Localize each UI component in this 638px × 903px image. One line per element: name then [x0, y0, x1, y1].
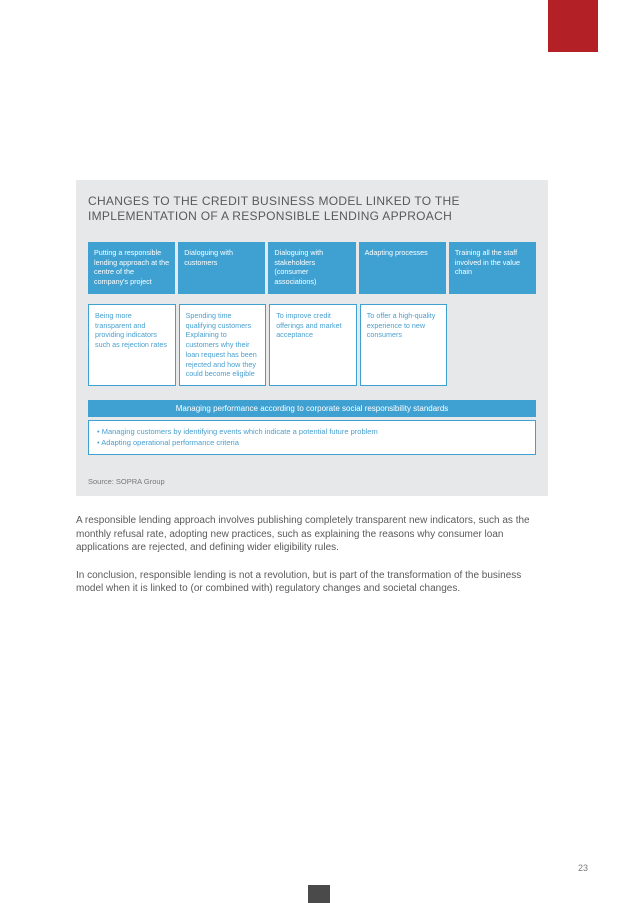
bullet-item: • Managing customers by identifying even… [97, 427, 527, 438]
infobox-title: CHANGES TO THE CREDIT BUSINESS MODEL LIN… [88, 194, 536, 224]
header-cell: Dialoguing with stakeholders (consumer a… [268, 242, 355, 294]
info-box: CHANGES TO THE CREDIT BUSINESS MODEL LIN… [76, 180, 548, 496]
sub-cell: To offer a high-quality experience to ne… [360, 304, 448, 386]
sub-cell: Spending time qualifying customers Expla… [179, 304, 267, 386]
bullet-item: • Adapting operational performance crite… [97, 438, 527, 449]
header-cell: Dialoguing with customers [178, 242, 265, 294]
body-paragraph: In conclusion, responsible lending is no… [76, 569, 548, 596]
header-cell: Putting a responsible lending approach a… [88, 242, 175, 294]
footer-marker [308, 885, 330, 903]
sub-row: Being more transparent and providing ind… [88, 304, 536, 386]
header-row: Putting a responsible lending approach a… [88, 242, 536, 294]
sub-cell-empty [450, 304, 536, 386]
sub-cell: Being more transparent and providing ind… [88, 304, 176, 386]
source-line: Source: SOPRA Group [88, 477, 536, 486]
banner: Managing performance according to corpor… [88, 400, 536, 417]
corner-accent [548, 0, 598, 52]
article-body: CHANGES TO THE CREDIT BUSINESS MODEL LIN… [76, 180, 548, 596]
header-cell: Training all the staff involved in the v… [449, 242, 536, 294]
sub-cell: To improve credit offerings and market a… [269, 304, 357, 386]
bullets-box: • Managing customers by identifying even… [88, 420, 536, 455]
page-number: 23 [578, 863, 588, 873]
header-cell: Adapting processes [359, 242, 446, 294]
body-paragraph: A responsible lending approach involves … [76, 514, 548, 555]
